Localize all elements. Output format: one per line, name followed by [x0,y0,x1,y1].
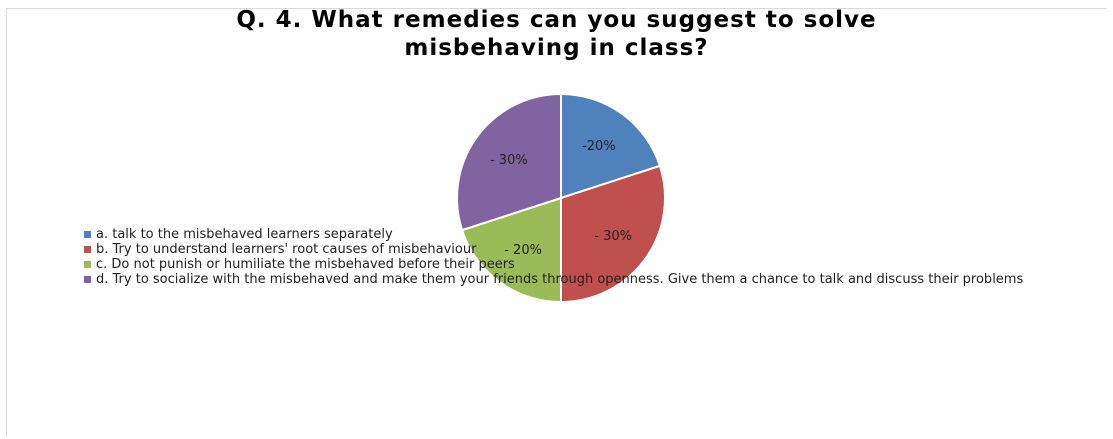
legend-item-d: d. Try to socialize with the misbehaved … [84,272,1074,287]
chart-title-line-2: misbehaving in class? [404,35,709,61]
pie-slice-c [460,196,562,304]
legend-swatch-d [84,276,91,283]
legend-label-d: d. Try to socialize with the misbehaved … [96,272,1024,287]
pie-slice-a [560,92,662,200]
legend-swatch-b [84,246,91,253]
chart-title-line-1: Q. 4. What remedies can you suggest to s… [236,7,877,33]
legend-item-b: b. Try to understand learners' root caus… [84,242,1074,257]
legend-swatch-a [84,231,91,238]
legend-label-c: c. Do not punish or humiliate the misbeh… [96,257,515,272]
pie-data-label-b: - 30% [594,229,632,244]
pie-data-label-a: -20% [582,139,616,154]
legend-item-a: a. talk to the misbehaved learners separ… [84,227,1074,242]
pie-data-label-d: - 30% [490,153,528,168]
chart-title: Q. 4. What remedies can you suggest to s… [0,6,1113,62]
pie-slice-b [560,164,666,304]
legend-label-a: a. talk to the misbehaved learners separ… [96,227,393,242]
legend-label-b: b. Try to understand learners' root caus… [96,242,477,257]
legend-item-c: c. Do not punish or humiliate the misbeh… [84,257,1074,272]
chart-legend: a. talk to the misbehaved learners separ… [84,227,1074,287]
legend-swatch-c [84,261,91,268]
chart-frame [6,8,1106,436]
pie-slice-d [456,92,562,232]
pie-data-label-c: - 20% [504,243,542,258]
